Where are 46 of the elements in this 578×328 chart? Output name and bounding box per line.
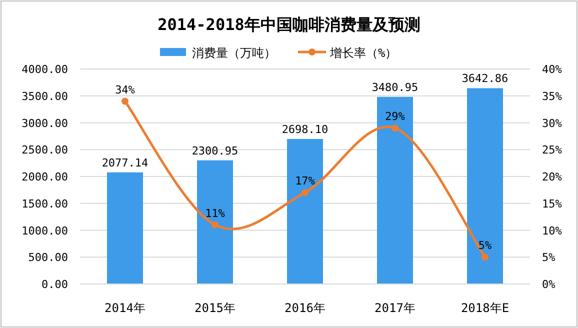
- y-tick-label: 1000.00: [22, 224, 68, 238]
- point: [212, 221, 218, 228]
- data-label: 3480.95: [372, 80, 418, 94]
- y-tick-label: 4000.00: [22, 63, 68, 76]
- bar: [467, 88, 503, 284]
- point: [392, 124, 398, 132]
- data-label: 29%: [385, 110, 406, 124]
- x-tick-label: 2018年E: [460, 301, 510, 315]
- y-tick-label: 500.00: [28, 251, 68, 264]
- bar: [287, 138, 323, 284]
- legend-label: 增长率（%）: [329, 46, 398, 60]
- y2-tick-label: 20%: [542, 170, 562, 184]
- y-tick-label: 3500.00: [22, 90, 68, 103]
- y-tick-label: 2500.00: [22, 144, 68, 157]
- x-tick-label: 2014年: [104, 301, 146, 315]
- point: [122, 98, 128, 105]
- point: [302, 189, 308, 196]
- y2-tick-label: 35%: [542, 90, 562, 103]
- y-tick-label: 1500.00: [22, 197, 68, 210]
- bar: [107, 172, 143, 284]
- chart-title: 2014-2018年中国咖啡消费量及预测: [158, 15, 420, 34]
- x-tick-label: 2016年: [284, 301, 326, 315]
- y-tick-label: 0.00: [42, 278, 68, 291]
- data-label: 3642.86: [462, 72, 508, 86]
- x-tick-label: 2015年: [194, 301, 236, 315]
- x-tick-label: 2017年: [374, 301, 416, 315]
- data-label: 2300.95: [192, 144, 238, 158]
- y-tick-label: 3000.00: [22, 116, 68, 130]
- bar: [197, 160, 233, 284]
- data-label: 34%: [115, 83, 136, 96]
- y2-tick-label: 25%: [542, 144, 562, 157]
- data-label: 5%: [478, 239, 492, 252]
- data-label: 2698.10: [282, 122, 328, 136]
- data-label: 11%: [205, 206, 226, 220]
- data-label: 17%: [295, 174, 316, 188]
- bar: [377, 96, 413, 284]
- legend-label: 消费量（万吨）: [192, 46, 276, 60]
- y2-tick-label: 0%: [542, 278, 556, 291]
- y2-tick-label: 10%: [542, 224, 562, 238]
- y-tick-label: 2000.00: [22, 170, 68, 184]
- y2-tick-label: 15%: [542, 197, 562, 210]
- y2-tick-label: 40%: [542, 63, 562, 76]
- y2-tick-label: 5%: [542, 251, 556, 264]
- data-label: 2077.14: [102, 156, 149, 170]
- y2-tick-label: 30%: [542, 116, 562, 130]
- point: [482, 254, 488, 261]
